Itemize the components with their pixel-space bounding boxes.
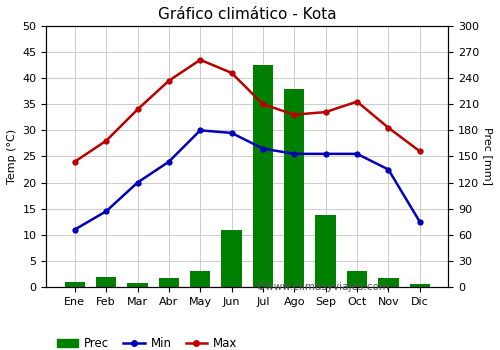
Bar	[410, 284, 430, 287]
Bar	[128, 283, 148, 287]
Bar	[253, 65, 273, 287]
Bar	[64, 282, 85, 287]
Bar	[347, 271, 367, 287]
Bar	[284, 89, 304, 287]
Bar	[222, 230, 242, 287]
Title: Gráfico climático - Kota: Gráfico climático - Kota	[158, 7, 336, 22]
Bar	[190, 271, 210, 287]
Bar	[158, 278, 179, 287]
Bar	[96, 278, 116, 287]
Bar	[378, 278, 398, 287]
Legend: Prec, Min, Max: Prec, Min, Max	[52, 332, 242, 350]
Text: ©www.climasyviajes.com: ©www.climasyviajes.com	[256, 282, 390, 292]
Y-axis label: Prec [mm]: Prec [mm]	[483, 127, 493, 186]
Y-axis label: Temp (°C): Temp (°C)	[7, 129, 17, 184]
Bar	[316, 215, 336, 287]
